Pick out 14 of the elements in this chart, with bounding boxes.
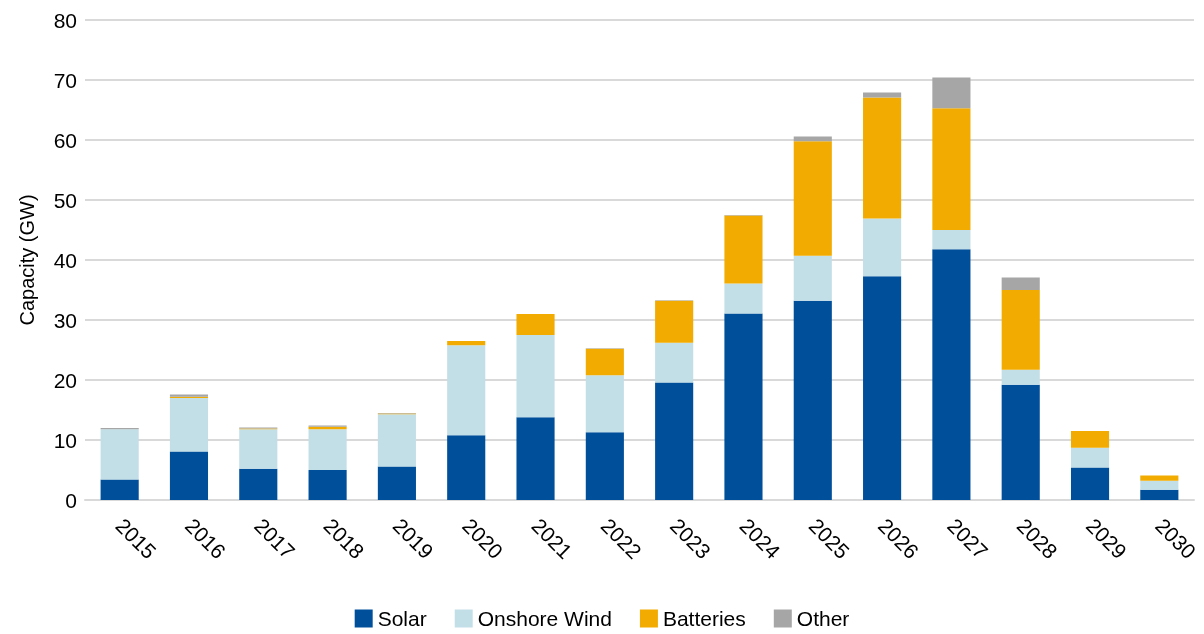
- y-tick-label: 80: [53, 8, 77, 32]
- y-tick-label: 40: [53, 248, 77, 272]
- legend-label: Onshore Wind: [477, 607, 612, 630]
- y-tick-label: 20: [53, 368, 77, 392]
- y-tick-label: 60: [53, 128, 77, 152]
- y-tick-label: 70: [53, 68, 77, 92]
- y-tick-label: 0: [65, 488, 77, 512]
- y-axis-title: Capacity (GW): [16, 194, 38, 326]
- legend-label: Solar: [377, 607, 427, 630]
- y-tick-label: 10: [53, 428, 77, 452]
- y-tick-label: 50: [53, 188, 77, 212]
- legend-label: Other: [796, 607, 850, 630]
- legend-label: Batteries: [662, 607, 746, 630]
- y-tick-label: 30: [53, 308, 77, 332]
